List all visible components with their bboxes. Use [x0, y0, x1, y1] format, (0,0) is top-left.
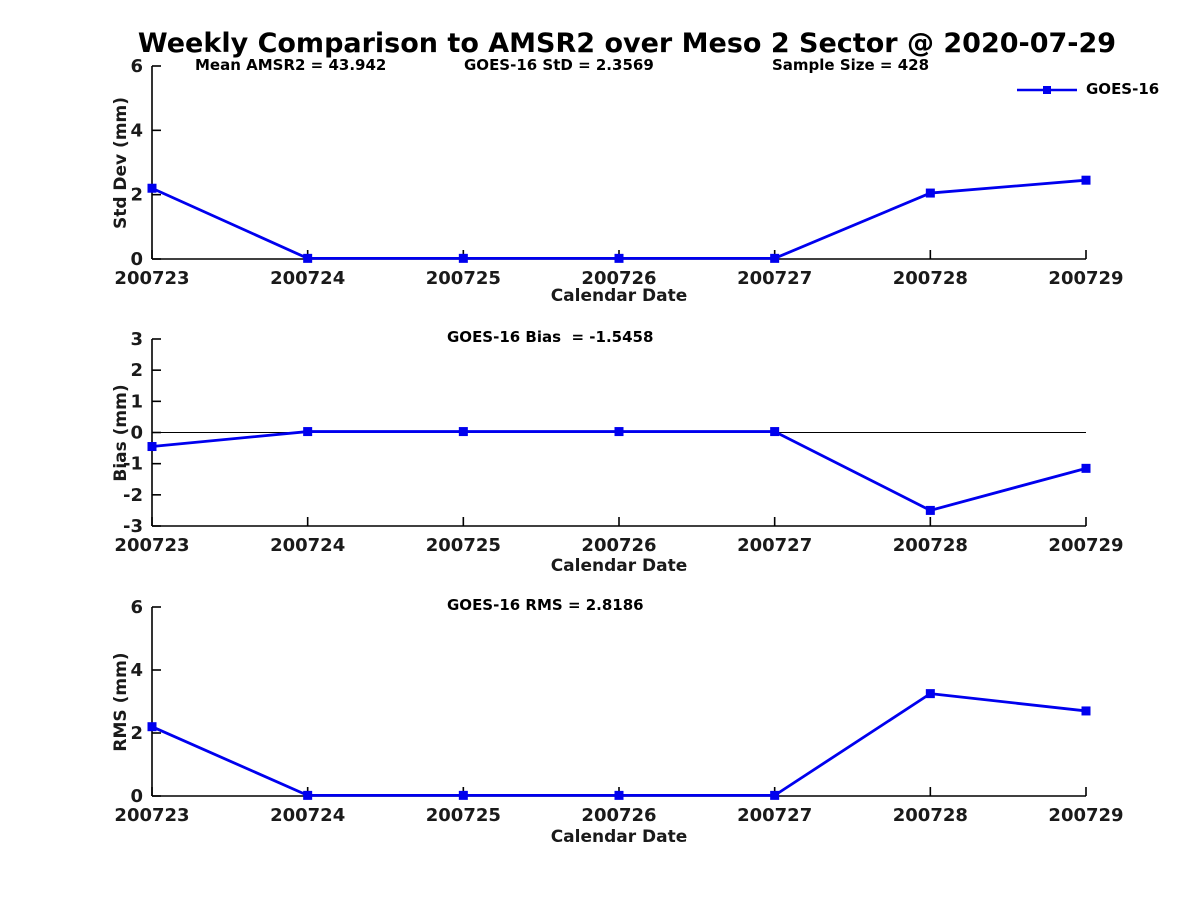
y-tick-label: 0 — [130, 786, 143, 807]
data-point-marker — [147, 183, 157, 193]
y-tick-label: 0 — [130, 423, 143, 444]
x-tick-label: 200726 — [581, 805, 656, 826]
y-tick-label: -2 — [123, 485, 143, 506]
data-point-marker — [458, 427, 468, 437]
x-tick-label: 200729 — [1048, 535, 1123, 556]
x-tick-label: 200726 — [581, 268, 656, 289]
y-tick-label: 3 — [130, 329, 143, 350]
y-tick-label: -1 — [123, 454, 143, 475]
data-point-marker — [614, 790, 624, 800]
legend-line-marker-icon — [1017, 85, 1077, 94]
y-tick-label: 6 — [130, 597, 143, 618]
data-point-marker — [458, 790, 468, 800]
x-tick-label: 200728 — [893, 805, 968, 826]
x-tick-label: 200729 — [1048, 805, 1123, 826]
figure-title: Weekly Comparison to AMSR2 over Meso 2 S… — [137, 28, 1117, 59]
x-tick-label: 200725 — [426, 805, 501, 826]
x-tick-label: 200727 — [737, 268, 812, 289]
x-tick-label: 200723 — [114, 268, 189, 289]
annotation-goes16-rms: GOES-16 RMS = 2.8186 — [447, 596, 644, 614]
x-tick-label: 200728 — [893, 268, 968, 289]
data-point-marker — [925, 505, 935, 515]
x-tick-label: 200725 — [426, 535, 501, 556]
x-tick-label: 200724 — [270, 535, 345, 556]
y-tick-label: 6 — [130, 56, 143, 77]
data-point-marker — [925, 689, 935, 699]
y-tick-label: 2 — [130, 360, 143, 381]
series-line-goes-16 — [151, 178, 1087, 260]
data-point-marker — [303, 253, 313, 263]
x-tick-label: 200725 — [426, 268, 501, 289]
y-tick-label: 4 — [130, 660, 143, 681]
xlabel-calendar-date-middle: Calendar Date — [550, 556, 688, 576]
legend-label: GOES-16 — [1086, 80, 1160, 98]
data-point-marker — [1081, 175, 1091, 185]
x-tick-label: 200723 — [114, 535, 189, 556]
data-point-marker — [925, 188, 935, 198]
y-tick-label: 4 — [130, 120, 143, 141]
data-point-marker — [458, 253, 468, 263]
data-point-marker — [770, 790, 780, 800]
x-tick-label: 200724 — [270, 268, 345, 289]
y-tick-label: 1 — [130, 391, 143, 412]
data-point-marker — [614, 253, 624, 263]
xlabel-calendar-date-top: Calendar Date — [550, 286, 688, 306]
x-tick-label: 200728 — [893, 535, 968, 556]
series-line-goes-16 — [151, 692, 1087, 797]
y-tick-label: 0 — [130, 249, 143, 270]
annotation-goes16-std: GOES-16 StD = 2.3569 — [464, 56, 654, 74]
data-point-marker — [614, 427, 624, 437]
x-tick-label: 200724 — [270, 805, 345, 826]
data-point-marker — [303, 427, 313, 437]
x-tick-label: 200726 — [581, 535, 656, 556]
annotation-mean-amsr2: Mean AMSR2 = 43.942 — [195, 56, 387, 74]
x-tick-label: 200727 — [737, 805, 812, 826]
legend: GOES-16 — [1016, 82, 1159, 97]
x-tick-label: 200723 — [114, 805, 189, 826]
data-point-marker — [1081, 706, 1091, 716]
series-line-goes-16 — [151, 430, 1087, 512]
data-point-marker — [147, 722, 157, 732]
y-tick-label: -3 — [123, 516, 143, 537]
y-tick-label: 2 — [130, 185, 143, 206]
x-tick-label: 200729 — [1048, 268, 1123, 289]
x-tick-label: 200727 — [737, 535, 812, 556]
data-point-marker — [1081, 463, 1091, 473]
xlabel-calendar-date-bottom: Calendar Date — [550, 827, 688, 847]
y-tick-label: 2 — [130, 723, 143, 744]
annotation-goes16-bias: GOES-16 Bias = -1.5458 — [447, 328, 654, 346]
data-point-marker — [303, 790, 313, 800]
data-point-marker — [770, 427, 780, 437]
data-point-marker — [770, 253, 780, 263]
annotation-sample-size: Sample Size = 428 — [772, 56, 930, 74]
data-point-marker — [147, 442, 157, 452]
